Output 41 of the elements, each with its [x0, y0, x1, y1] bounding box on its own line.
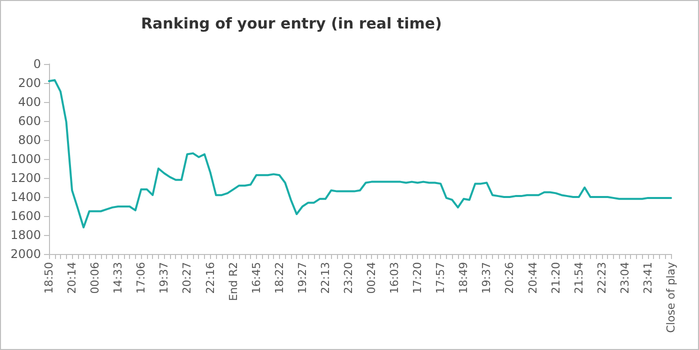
y-tick-label: 1400	[10, 190, 41, 204]
x-tick-label: 23:41	[641, 262, 654, 294]
x-tick-label: 21:20	[549, 262, 562, 294]
y-tick-label: 1000	[10, 152, 41, 166]
x-tick-label: 18:50	[42, 262, 56, 294]
x-tick-label: 22:16	[204, 262, 217, 294]
x-tick-label: 18:49	[457, 262, 470, 294]
x-tick-label: 17:57	[434, 262, 448, 294]
x-tick-label: 00:24	[365, 262, 378, 294]
x-tick-label: 23:20	[342, 262, 355, 294]
x-tick-label: 20:27	[180, 262, 194, 294]
y-tick-label: 1600	[10, 209, 41, 223]
y-tick-label: 2000	[10, 247, 41, 261]
x-tick-label: 16:45	[250, 262, 263, 294]
y-tick-label: 600	[18, 114, 41, 128]
x-tick-label: 00:06	[88, 262, 102, 294]
x-tick-label: 17:20	[411, 262, 424, 294]
line-series	[48, 79, 672, 228]
x-tick-label: End R2	[226, 262, 240, 302]
x-tick-label: 21:54	[572, 262, 586, 294]
x-tick-label: 19:37	[158, 262, 171, 294]
x-tick-label: 20:26	[503, 262, 516, 294]
x-tick-label: 19:27	[296, 262, 309, 294]
y-tick-label: 400	[18, 95, 41, 109]
y-tick-label: 200	[18, 76, 41, 90]
x-tick-label: 18:22	[272, 262, 286, 294]
x-tick-label: 22:23	[595, 262, 608, 294]
x-tick-label: 19:37	[480, 262, 494, 294]
x-tick-label: 20:44	[526, 262, 540, 294]
x-tick-label: 14:33	[112, 262, 125, 294]
x-tick-label: 22:13	[318, 262, 332, 294]
chart-title: Ranking of your entry (in real time)	[141, 14, 442, 32]
y-tick-label: 800	[18, 133, 41, 147]
y-tick-label: 1800	[10, 228, 41, 242]
x-tick-label: Close of play	[664, 262, 678, 333]
y-tick-label: 0	[33, 57, 41, 71]
x-tick-label: 17:06	[134, 262, 148, 294]
x-tick-label: 20:14	[66, 262, 79, 294]
y-tick-label: 1200	[10, 171, 41, 185]
x-tick-label: 23:04	[618, 262, 632, 294]
x-tick-label: 16:03	[388, 262, 402, 294]
